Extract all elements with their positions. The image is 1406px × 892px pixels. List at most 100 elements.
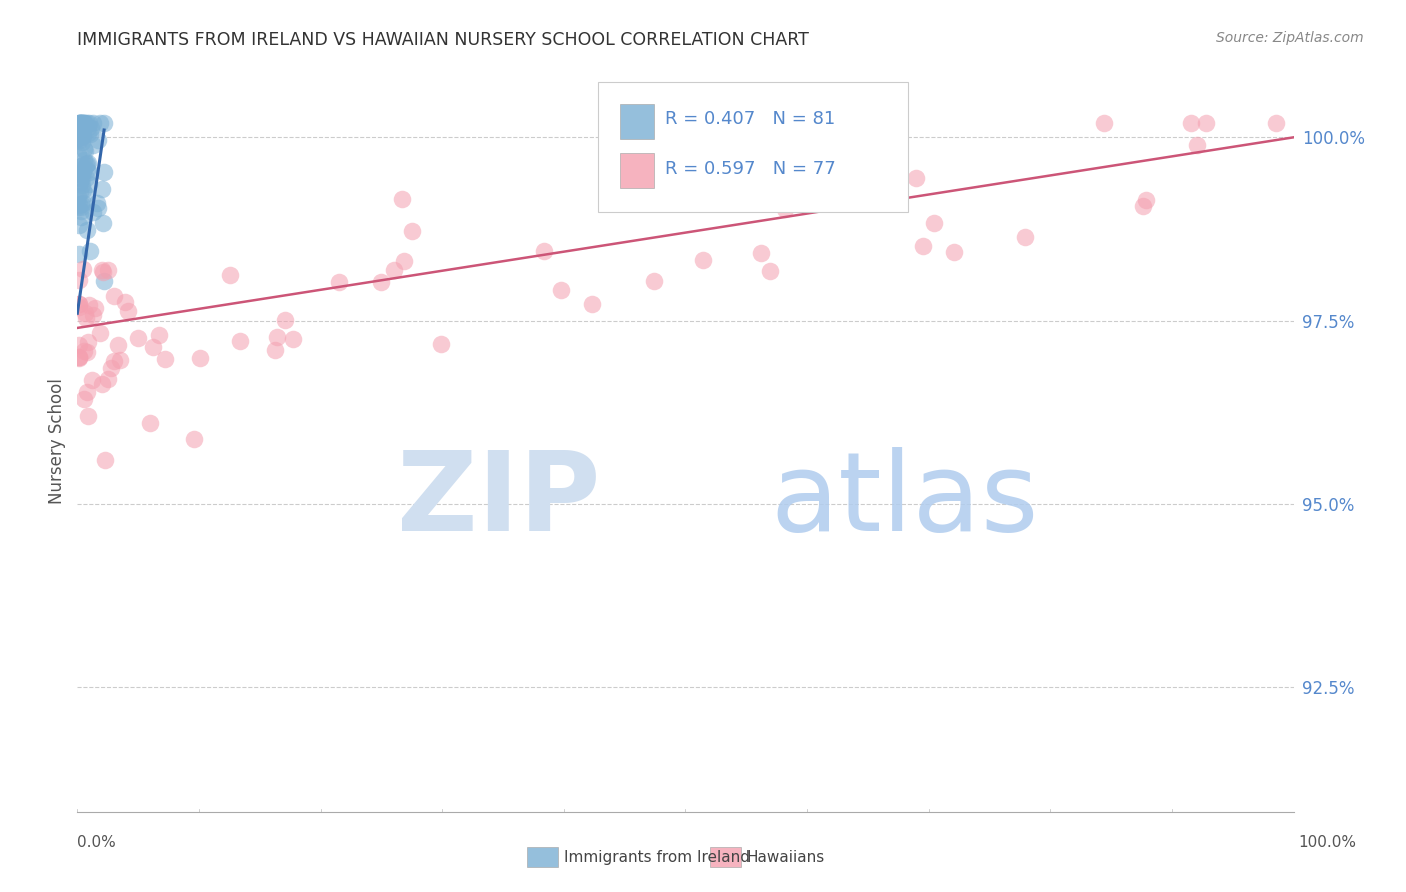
Point xyxy=(581,296,603,310)
Point xyxy=(69,185,91,199)
Point xyxy=(73,116,96,130)
Point xyxy=(66,200,89,214)
Point xyxy=(89,116,111,130)
Point xyxy=(91,264,114,278)
Point xyxy=(100,360,122,375)
Point xyxy=(127,331,149,345)
Point xyxy=(69,116,91,130)
Point xyxy=(67,116,90,130)
Point xyxy=(1180,116,1202,130)
Point xyxy=(77,409,100,424)
Point xyxy=(70,210,93,224)
Point xyxy=(80,121,103,136)
Point xyxy=(66,131,89,145)
Point xyxy=(392,253,415,268)
Point xyxy=(72,183,94,197)
Point xyxy=(69,116,91,130)
Point xyxy=(67,351,90,365)
Point xyxy=(76,223,98,237)
Point xyxy=(75,116,97,130)
Point xyxy=(70,167,93,181)
Point xyxy=(70,122,93,136)
Point xyxy=(69,200,91,214)
Point xyxy=(114,294,136,309)
Point xyxy=(72,163,94,178)
Point xyxy=(533,244,555,259)
Point xyxy=(72,153,94,167)
Point xyxy=(82,116,104,130)
Point xyxy=(77,120,100,134)
Point xyxy=(91,182,114,196)
Point xyxy=(550,283,572,297)
Point xyxy=(682,183,704,197)
Point xyxy=(66,164,89,178)
Point xyxy=(108,353,131,368)
Point xyxy=(72,178,94,193)
Point xyxy=(70,116,93,130)
Point xyxy=(1132,199,1154,213)
Point xyxy=(76,345,98,359)
Point xyxy=(77,126,100,140)
Point xyxy=(70,170,93,185)
FancyBboxPatch shape xyxy=(620,153,654,188)
Point xyxy=(72,165,94,179)
Point xyxy=(429,337,451,351)
Point xyxy=(76,163,98,178)
Point xyxy=(69,116,91,130)
Point xyxy=(643,274,665,288)
Point xyxy=(66,146,89,161)
Point xyxy=(70,116,93,130)
Point xyxy=(80,373,103,387)
Point xyxy=(72,116,94,130)
Point xyxy=(73,306,96,320)
Point xyxy=(90,376,112,391)
Text: IMMIGRANTS FROM IRELAND VS HAWAIIAN NURSERY SCHOOL CORRELATION CHART: IMMIGRANTS FROM IRELAND VS HAWAIIAN NURS… xyxy=(77,31,810,49)
Point xyxy=(70,159,93,173)
Point xyxy=(1094,116,1116,130)
Point xyxy=(382,263,405,277)
Text: Hawaiians: Hawaiians xyxy=(747,850,825,864)
Point xyxy=(94,452,117,467)
Point xyxy=(76,116,98,130)
Point xyxy=(749,246,772,260)
Point xyxy=(66,128,89,143)
Point xyxy=(97,263,120,277)
Point xyxy=(82,308,104,322)
Point xyxy=(142,340,165,354)
Point xyxy=(70,197,93,211)
Point xyxy=(391,192,413,206)
Point xyxy=(67,247,90,261)
Point xyxy=(67,273,90,287)
FancyBboxPatch shape xyxy=(598,82,908,212)
Point xyxy=(229,334,252,348)
Point xyxy=(905,171,928,186)
Point xyxy=(93,116,115,130)
Point xyxy=(274,312,297,326)
Point xyxy=(73,186,96,201)
Point xyxy=(97,372,120,386)
Point xyxy=(77,178,100,192)
Point xyxy=(67,297,90,311)
Text: R = 0.597   N = 77: R = 0.597 N = 77 xyxy=(665,160,835,178)
Point xyxy=(1187,138,1209,153)
Point xyxy=(83,301,105,315)
Point xyxy=(107,338,129,352)
Point xyxy=(91,216,114,230)
Point xyxy=(69,175,91,189)
Point xyxy=(82,205,104,219)
Point xyxy=(67,197,90,211)
Point xyxy=(73,120,96,135)
Point xyxy=(401,224,423,238)
Point xyxy=(281,332,304,346)
Point xyxy=(148,328,170,343)
Point xyxy=(153,351,176,366)
Point xyxy=(69,165,91,179)
Point xyxy=(370,275,392,289)
Point xyxy=(219,268,242,282)
Point xyxy=(188,351,211,366)
Text: atlas: atlas xyxy=(770,447,1039,554)
Point xyxy=(91,263,114,277)
Point xyxy=(759,264,782,278)
Point xyxy=(72,135,94,149)
Point xyxy=(79,244,101,258)
